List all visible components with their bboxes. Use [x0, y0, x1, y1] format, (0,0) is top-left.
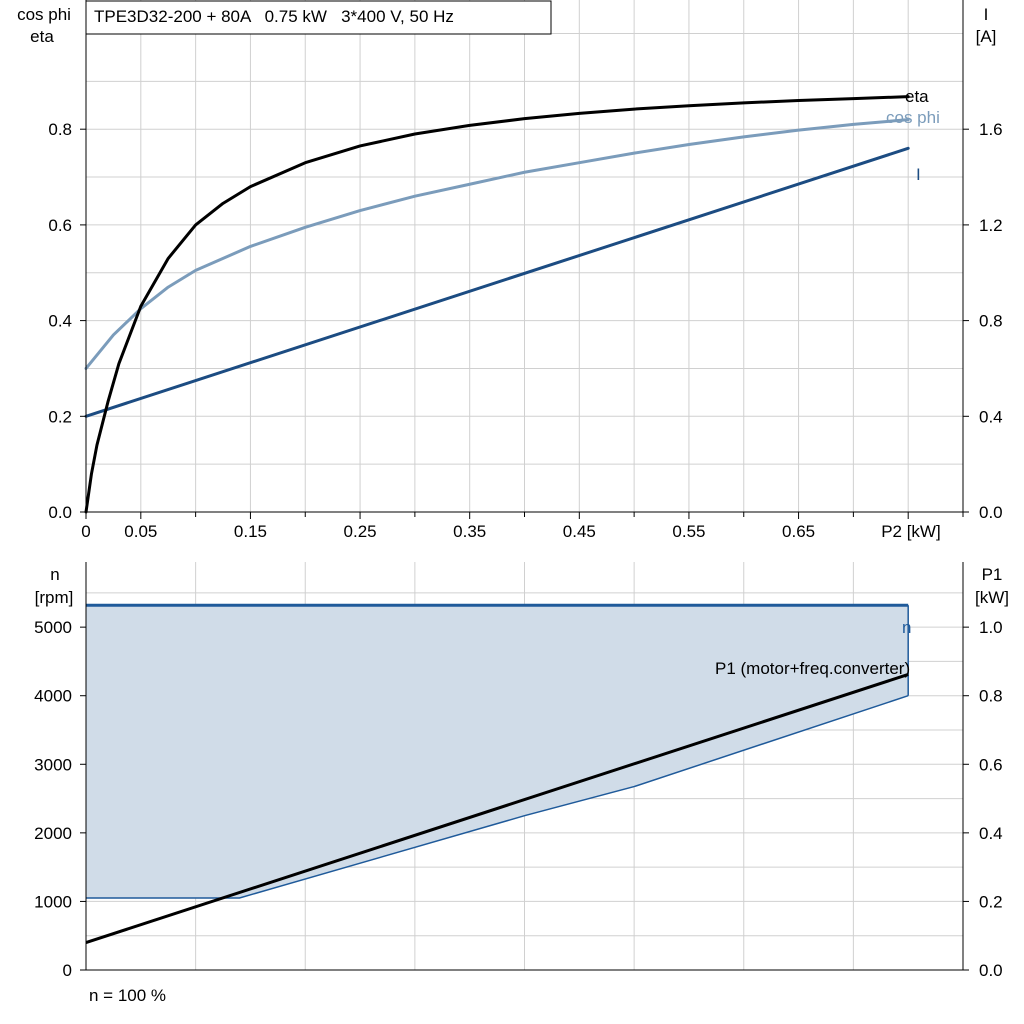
y-tick-label-left: 3000 [34, 755, 72, 774]
y-tick-label-right: 0.4 [979, 824, 1003, 843]
y-tick-label-right: 0.4 [979, 407, 1003, 426]
y-tick-label-right: 0.2 [979, 892, 1003, 911]
axes [80, 0, 969, 971]
operating-area-lower-boundary [86, 695, 909, 899]
y-tick-label-right: 0.8 [979, 687, 1003, 706]
chart-title: TPE3D32-200 + 80A 0.75 kW 3*400 V, 50 Hz [94, 7, 454, 26]
y-tick-label-left: 0.2 [48, 407, 72, 426]
y-tick-label-right: 1.0 [979, 618, 1003, 637]
axis-labels: eta cos phi In P1 (motor+freq.converter) 0.0… [17, 5, 1009, 980]
x-tick-label: 0.45 [563, 522, 596, 541]
x-tick-label: 0.25 [344, 522, 377, 541]
series-label-cos-phi: cos phi [886, 108, 940, 127]
series-label-eta: eta [905, 87, 929, 106]
y-tick-label-right: 0.0 [979, 961, 1003, 980]
y-tick-label-left: 0.8 [48, 120, 72, 139]
top-plot-grid [86, 0, 963, 512]
y-tick-label-left: 0.0 [48, 503, 72, 522]
series-eta-line [84, 95, 910, 514]
y-axis-title-left-line1: cos phi [17, 5, 71, 24]
y-tick-label-right: 0.0 [979, 503, 1003, 522]
top-plot-marks [84, 95, 910, 514]
y-tick-label-right: 1.2 [979, 216, 1003, 235]
bottom-y-axis-title-left-line2: [rpm] [35, 588, 74, 607]
x-axis-title: P2 [kW] [881, 522, 941, 541]
y-axis-title-right-line2: [A] [976, 27, 997, 46]
bottom-y-axis-title-left-line1: n [50, 565, 59, 584]
y-tick-label-left: 0.6 [48, 216, 72, 235]
x-tick-label: 0 [81, 522, 90, 541]
series-cos-phi-line [84, 118, 910, 370]
y-axis-title-left-line2: eta [30, 27, 54, 46]
x-tick-label: 0.35 [453, 522, 486, 541]
bottom-plot-marks [85, 603, 909, 944]
series-current-line [84, 146, 910, 418]
y-tick-label-right: 0.6 [979, 755, 1003, 774]
bottom-y-axis-title-right-line1: P1 [982, 565, 1003, 584]
x-tick-label: 0.05 [124, 522, 157, 541]
bottom-y-axis-title-right-line2: [kW] [975, 588, 1009, 607]
title-box [85, 0, 552, 35]
series-p1-line [85, 673, 909, 944]
x-tick-label: 0.55 [672, 522, 705, 541]
x-tick-label: 0.15 [234, 522, 267, 541]
y-tick-label-left: 1000 [34, 892, 72, 911]
y-tick-label-right: 0.8 [979, 312, 1003, 331]
series-label-current: I [916, 165, 921, 184]
series-label-p1: P1 (motor+freq.converter) [715, 659, 910, 678]
y-axis-title-right-line1: I [984, 5, 989, 24]
x-tick-label: 0.65 [782, 522, 815, 541]
footnote: n = 100 % [89, 986, 166, 1005]
y-tick-label-left: 2000 [34, 824, 72, 843]
y-tick-label-left: 4000 [34, 687, 72, 706]
y-tick-label-left: 5000 [34, 618, 72, 637]
y-tick-label-left: 0.4 [48, 312, 72, 331]
series-label-n: n [902, 618, 911, 637]
operating-area-fill [86, 605, 909, 898]
y-tick-label-left: 0 [63, 961, 72, 980]
y-tick-label-right: 1.6 [979, 120, 1003, 139]
